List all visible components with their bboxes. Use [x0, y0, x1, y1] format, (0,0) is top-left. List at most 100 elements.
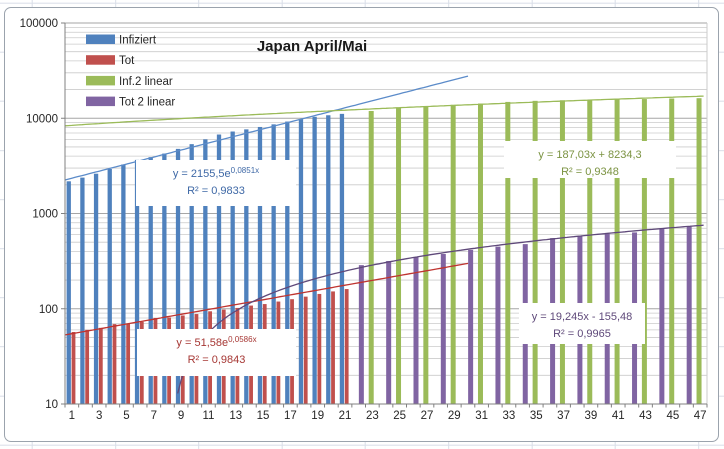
bar-infiziert-day-17[interactable]	[285, 121, 290, 404]
bar-inf-2-linear-day-43[interactable]	[641, 99, 647, 405]
legend-swatch	[86, 34, 115, 44]
legend-item-tot-2-linear[interactable]: Tot 2 linear	[86, 96, 175, 109]
x-tick-label: 29	[448, 410, 461, 422]
bar-infiziert-day-15[interactable]	[257, 126, 263, 405]
x-tick-label: 3	[96, 410, 102, 422]
legend-item-infiziert[interactable]: Infiziert	[86, 34, 157, 47]
bar-infiziert-day-11[interactable]	[203, 139, 208, 405]
x-tick-label: 45	[666, 410, 679, 422]
bar-infiziert-day-21[interactable]	[339, 113, 345, 404]
y-tick-label: 100	[39, 304, 58, 316]
bar-infiziert-day-4[interactable]	[107, 168, 112, 404]
x-tick-label: 21	[339, 410, 352, 422]
bar-tot-day-1[interactable]	[71, 332, 76, 404]
legend-swatch	[86, 55, 115, 65]
bar-tot-2-linear-day-26[interactable]	[413, 257, 419, 404]
x-tick-label: 17	[284, 410, 297, 422]
bar-inf-2-linear-day-41[interactable]	[614, 99, 620, 404]
bar-infiziert-day-5[interactable]	[121, 164, 126, 404]
bar-tot-2-linear-day-32[interactable]	[495, 246, 501, 404]
bar-infiziert-day-9[interactable]	[175, 148, 181, 404]
bar-tot-day-18[interactable]	[303, 296, 308, 404]
legend-item-inf-2-linear[interactable]: Inf.2 linear	[86, 75, 173, 88]
trend-infiziert-line[interactable]	[64, 75, 469, 181]
legend-label: Tot	[119, 55, 135, 67]
bar-infiziert-day-6[interactable]	[134, 159, 140, 404]
bar-infiziert-day-18[interactable]	[298, 119, 304, 405]
x-tick-label: 19	[311, 410, 324, 422]
bar-infiziert-day-2[interactable]	[80, 177, 85, 404]
bar-infiziert-day-16[interactable]	[271, 124, 276, 405]
x-tick-label: 23	[366, 410, 379, 422]
x-tick-label: 7	[151, 410, 157, 422]
trendline-labels-layer: y = 2155,5e0,0851x R² = 0,9833 y = 51,58e0…	[136, 141, 676, 376]
bar-infiziert-day-3[interactable]	[93, 173, 99, 404]
x-tick-label: 1	[69, 410, 75, 422]
trend-tot-line[interactable]	[64, 262, 469, 336]
legend-swatch	[86, 96, 115, 107]
chart-title[interactable]: Japan April/Mai	[257, 38, 367, 55]
trend-inf2-line[interactable]	[64, 95, 704, 127]
bar-tot-day-19[interactable]	[317, 293, 322, 404]
bar-tot-day-20[interactable]	[331, 291, 335, 404]
x-tick-label: 47	[694, 410, 707, 422]
equation-text: y = 2155,5e0,0851x	[173, 166, 259, 180]
legend-item-tot[interactable]: Tot	[86, 55, 135, 67]
legend: Infiziert Tot Inf.2 linear Tot 2 linear	[86, 34, 175, 109]
bar-infiziert-day-8[interactable]	[162, 153, 167, 404]
trend-inf2-label[interactable]: y = 187,03x + 8234,3 R² = 0,9348	[504, 141, 676, 178]
bar-tot-day-21[interactable]	[344, 289, 349, 404]
trend-tot2-line[interactable]	[177, 224, 704, 394]
bar-tot-day-4[interactable]	[112, 324, 117, 404]
trend-tot-label[interactable]: y = 51,58e0,0586x R² = 0,9843	[137, 329, 296, 376]
bar-inf-2-linear-day-35[interactable]	[532, 100, 538, 404]
legend-label: Inf.2 linear	[119, 76, 173, 88]
legend-swatch	[86, 75, 115, 86]
bar-inf-2-linear-day-37[interactable]	[559, 100, 565, 404]
x-tick-label: 35	[530, 410, 543, 422]
r-squared-text: R² = 0,9833	[187, 185, 245, 197]
bar-tot-day-3[interactable]	[98, 327, 103, 404]
bar-infiziert-day-10[interactable]	[189, 144, 194, 404]
x-tick-label: 11	[202, 410, 214, 422]
x-tick-label: 9	[178, 410, 184, 422]
bar-infiziert-day-12[interactable]	[216, 134, 222, 405]
bar-inf-2-linear-day-47[interactable]	[696, 98, 702, 404]
bar-tot-2-linear-day-28[interactable]	[440, 253, 446, 404]
r-squared-text: R² = 0,9843	[188, 354, 246, 366]
bar-inf-2-linear-day-23[interactable]	[368, 110, 374, 404]
bar-tot-day-2[interactable]	[85, 329, 90, 404]
bar-tot-2-linear-day-44[interactable]	[659, 229, 665, 404]
bar-inf-2-linear-day-45[interactable]	[669, 98, 675, 405]
bar-infiziert-day-19[interactable]	[312, 116, 317, 404]
trendlines-layer	[64, 75, 704, 394]
bar-tot-2-linear-day-46[interactable]	[686, 226, 692, 404]
bar-inf-2-linear-day-33[interactable]	[505, 101, 511, 404]
x-tick-label: 13	[229, 410, 242, 422]
label-background	[137, 329, 296, 376]
x-tick-label: 39	[584, 410, 597, 422]
bar-inf-2-linear-day-25[interactable]	[396, 107, 402, 404]
bar-infiziert-day-1[interactable]	[66, 181, 71, 404]
bar-infiziert-day-7[interactable]	[148, 157, 153, 404]
trend-tot2-label[interactable]: y = 19,245x - 155,48 R² = 0,9965	[519, 303, 645, 344]
legend-label: Tot 2 linear	[119, 97, 175, 109]
bar-inf-2-linear-day-29[interactable]	[450, 104, 456, 404]
label-background	[504, 141, 676, 178]
bar-inf-2-linear-day-39[interactable]	[587, 99, 593, 404]
equation-text: y = 187,03x + 8234,3	[538, 149, 641, 161]
bar-infiziert-day-20[interactable]	[326, 115, 331, 405]
bar-tot-2-linear-day-24[interactable]	[386, 261, 392, 404]
trend-infiziert-label[interactable]: y = 2155,5e0,0851x R² = 0,9833	[136, 160, 296, 206]
r-squared-text: R² = 0,9348	[561, 166, 619, 178]
bar-tot-day-5[interactable]	[126, 323, 131, 404]
x-tick-label: 41	[612, 410, 625, 422]
bar-tot-2-linear-day-22[interactable]	[358, 265, 364, 404]
bar-tot-2-linear-day-30[interactable]	[468, 249, 474, 404]
bar-infiziert-day-13[interactable]	[230, 131, 235, 404]
bar-infiziert-day-14[interactable]	[244, 129, 249, 405]
bar-inf-2-linear-day-31[interactable]	[477, 103, 483, 404]
